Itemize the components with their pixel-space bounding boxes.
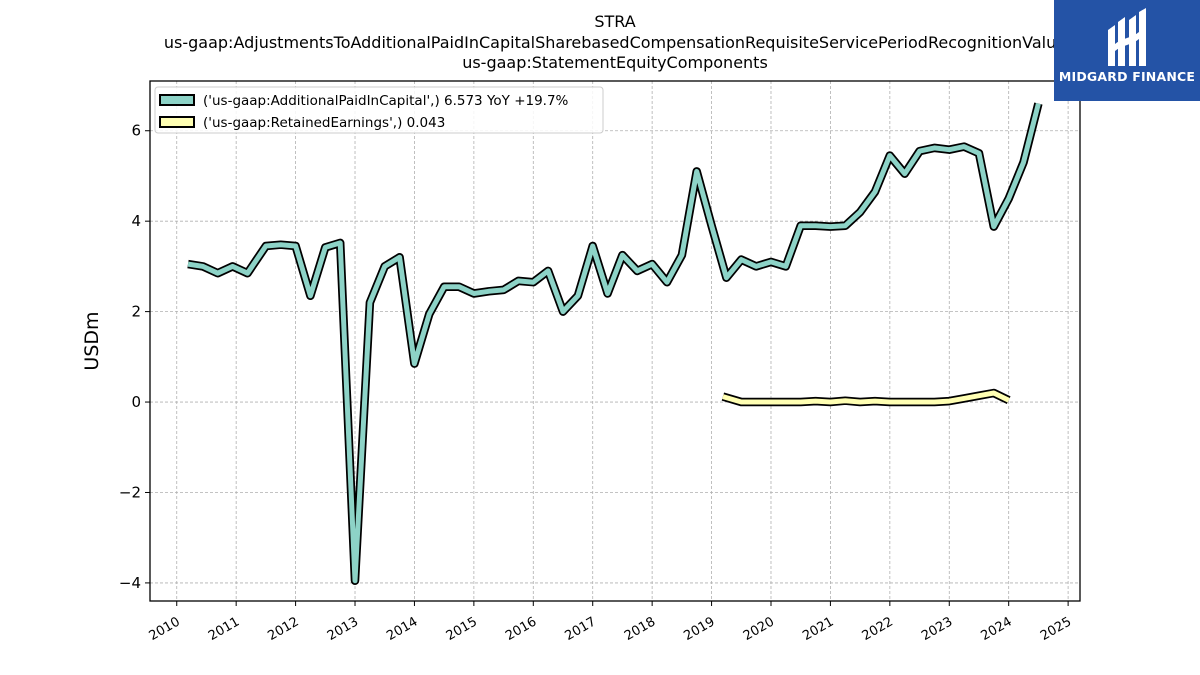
chart-title: STRA us-gaap:AdjustmentsToAdditionalPaid…: [164, 12, 1066, 72]
x-tick-label: 2014: [384, 614, 420, 644]
x-tick-label: 2016: [503, 614, 539, 644]
legend-label: ('us-gaap:RetainedEarnings',) 0.043: [203, 115, 445, 131]
legend: ('us-gaap:AdditionalPaidInCapital',) 6.5…: [154, 86, 604, 134]
y-tick-label: 2: [131, 303, 141, 321]
x-tick-label: 2012: [265, 614, 301, 644]
y-tick-label: −4: [119, 574, 141, 592]
brand-logo: MIDGARD FINANCE: [1054, 0, 1200, 101]
x-tick-label: 2025: [1038, 614, 1074, 644]
legend-swatch: [159, 94, 195, 106]
x-tick-label: 2021: [800, 614, 836, 644]
chart-title-line-2: us-gaap:AdjustmentsToAdditionalPaidInCap…: [164, 33, 1066, 52]
brand-name: MIDGARD FINANCE: [1058, 69, 1196, 84]
chart-title-line-1: STRA: [594, 12, 635, 31]
y-axis: −4 −2 0 2 4 6: [119, 122, 150, 592]
legend-label: ('us-gaap:AdditionalPaidInCapital',) 6.5…: [203, 93, 569, 109]
x-tick-label: 2023: [919, 614, 955, 644]
legend-box: [154, 86, 604, 134]
legend-swatch: [159, 116, 195, 128]
x-tick-label: 2017: [563, 614, 599, 644]
x-tick-label: 2011: [206, 614, 242, 644]
y-tick-label: 0: [131, 393, 141, 411]
gridlines: [150, 81, 1080, 601]
y-tick-label: 6: [131, 122, 141, 140]
x-tick-label: 2010: [147, 614, 183, 644]
chart-title-line-3: us-gaap:StatementEquityComponents: [462, 53, 768, 72]
series-outline: [187, 102, 1043, 585]
x-axis: 2010 2011 2012 2013 2014 2015 2016 2017 2018 2019…: [147, 601, 1074, 644]
y-tick-label: 4: [131, 212, 141, 230]
x-tick-label: 2019: [681, 614, 717, 644]
series-line-2: [722, 390, 1010, 405]
plot-frame: [149, 80, 1081, 602]
series-line-1: [187, 102, 1041, 584]
x-tick-label: 2015: [444, 614, 480, 644]
series-layer: [187, 102, 1043, 585]
y-axis-label: USDm: [81, 311, 103, 370]
x-tick-label: 2022: [860, 614, 896, 644]
logo-mark-icon: [1108, 8, 1146, 66]
x-tick-label: 2020: [741, 614, 777, 644]
y-tick-label: −2: [119, 483, 141, 501]
x-tick-label: 2013: [325, 614, 361, 644]
x-tick-label: 2018: [622, 614, 658, 644]
x-tick-label: 2024: [979, 614, 1015, 644]
